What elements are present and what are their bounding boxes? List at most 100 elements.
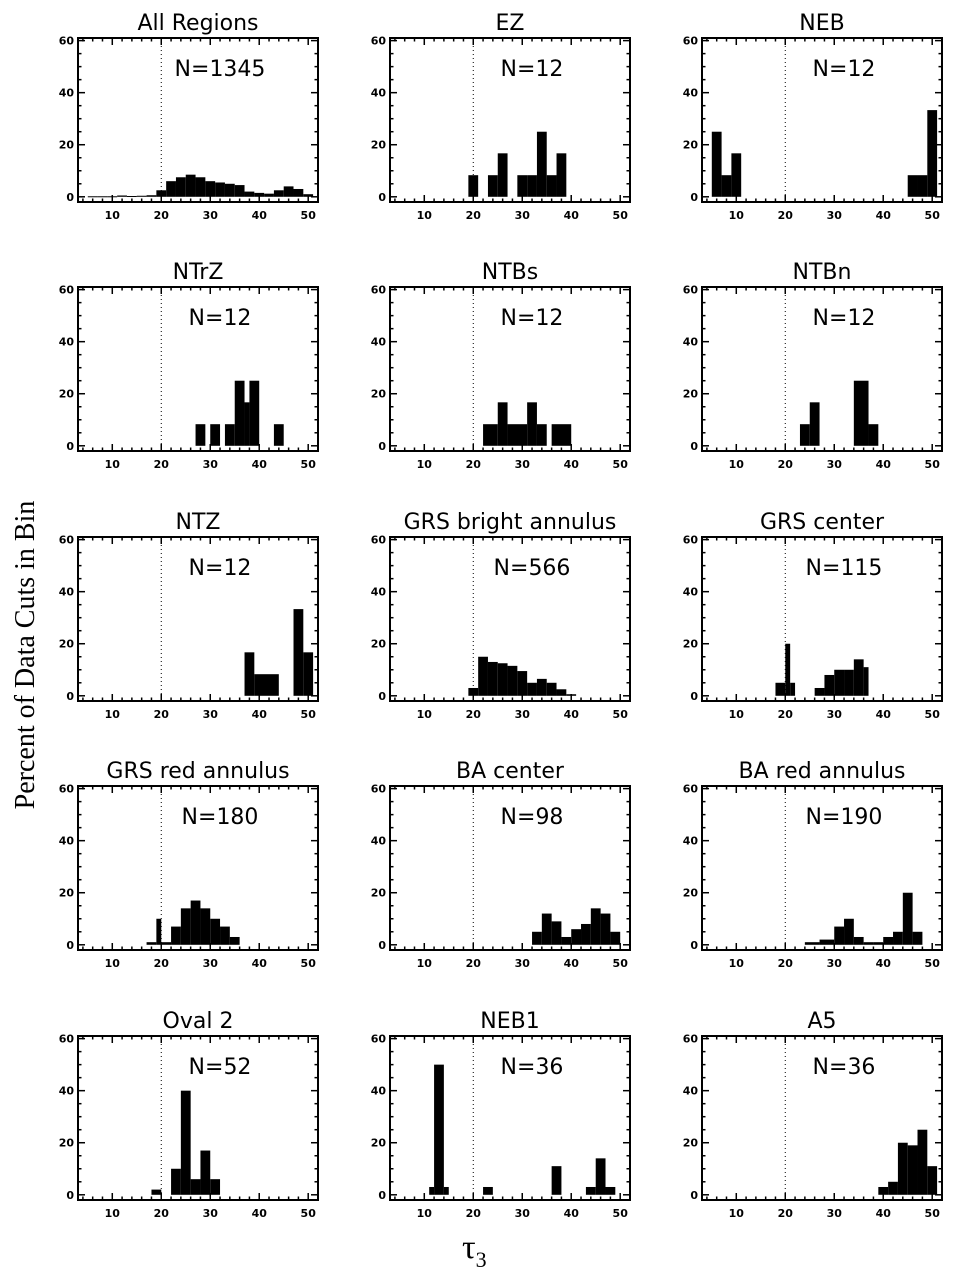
x-tick-label: 10 (417, 708, 433, 721)
y-tick-label: 60 (59, 35, 75, 48)
histogram-bar (731, 153, 742, 197)
histogram-bar (610, 931, 621, 945)
y-tick-label: 20 (371, 388, 387, 401)
x-tick-label: 40 (252, 458, 268, 471)
y-tick-label: 20 (371, 887, 387, 900)
x-tick-label: 20 (466, 458, 482, 471)
y-tick-label: 60 (371, 783, 387, 796)
x-tick-label: 10 (729, 708, 745, 721)
histogram-bar (561, 936, 572, 945)
histogram-bar (897, 1142, 908, 1195)
sample-size-label: N=12 (813, 306, 876, 331)
sample-size-label: N=115 (806, 556, 883, 581)
histogram-panel: BA red annulus 10 20 30 40 50 0 20 40 60 N=190 (683, 759, 943, 970)
histogram-panel: NEB1 10 20 30 40 50 0 20 40 60 N=36 (371, 1009, 631, 1220)
y-tick-label: 0 (66, 191, 74, 204)
histogram-bar (195, 177, 206, 197)
panel-title: NTBn (793, 260, 852, 285)
histogram-bar (497, 402, 508, 446)
histogram-panel: NTrZ 10 20 30 40 50 0 20 40 60 N=12 (59, 260, 319, 471)
histogram-bar (907, 1145, 918, 1195)
histogram-bar (146, 195, 157, 197)
y-tick-label: 0 (690, 690, 698, 703)
histogram-bar (200, 1150, 211, 1195)
plot-frame (701, 1035, 943, 1201)
histogram-bar (844, 669, 854, 696)
panel-title: NEB (799, 11, 844, 36)
histogram-bar (244, 191, 255, 197)
x-tick-label: 30 (515, 1207, 531, 1220)
histogram-bar (249, 380, 260, 446)
y-tick-label: 60 (683, 284, 699, 297)
panel-title: NTrZ (173, 260, 224, 285)
histogram-bar (117, 195, 127, 197)
x-tick-label: 50 (613, 209, 629, 222)
histogram-bar (185, 174, 196, 197)
histogram-bar (151, 1189, 162, 1195)
panel-title: BA center (456, 759, 565, 784)
x-tick-label: 20 (466, 209, 482, 222)
histogram-bar (97, 196, 108, 198)
histogram-bar (210, 424, 221, 446)
x-tick-label: 10 (729, 458, 745, 471)
plot-frame (701, 785, 943, 951)
sample-size-label: N=36 (813, 1055, 876, 1080)
histogram-bar (220, 926, 230, 945)
y-tick-label: 40 (683, 336, 699, 349)
histogram-bar (536, 678, 547, 696)
y-tick-label: 20 (683, 638, 699, 651)
x-tick-label: 30 (515, 708, 531, 721)
x-tick-label: 40 (564, 458, 580, 471)
panel-title: Oval 2 (163, 1009, 234, 1034)
histogram-bar (205, 181, 216, 197)
histogram-bar (215, 182, 225, 197)
histogram-bar (273, 190, 284, 197)
histogram-bar (556, 153, 567, 197)
x-tick-label: 30 (203, 957, 219, 970)
sample-size-label: N=36 (501, 1055, 564, 1080)
y-tick-label: 60 (371, 35, 387, 48)
x-tick-label: 10 (417, 1207, 433, 1220)
histogram-bar (804, 942, 820, 945)
y-tick-label: 40 (59, 835, 75, 848)
histogram-bar (429, 1186, 435, 1195)
histogram-bar (210, 918, 221, 945)
histogram-panel: NTBs 10 20 30 40 50 0 20 40 60 N=12 (371, 260, 631, 471)
x-tick-label: 20 (778, 458, 794, 471)
histogram-panel: GRS red annulus 10 20 30 40 50 0 20 40 60 N=180 (59, 759, 319, 970)
histogram-bar (210, 1179, 221, 1195)
plot-frame (77, 1035, 319, 1201)
sample-size-label: N=12 (813, 57, 876, 82)
x-tick-label: 50 (925, 458, 941, 471)
histogram-bar (166, 181, 176, 197)
x-tick-label: 40 (564, 1207, 580, 1220)
histogram-bar (721, 175, 732, 197)
histogram-bar (551, 424, 572, 446)
y-tick-label: 40 (371, 336, 387, 349)
histogram-bar (532, 931, 542, 945)
histogram-bar (917, 175, 928, 197)
x-tick-label: 30 (203, 458, 219, 471)
histogram-bar (497, 663, 508, 696)
histogram-bar (190, 900, 201, 945)
histogram-bar (917, 1129, 928, 1195)
y-tick-label: 60 (683, 35, 699, 48)
y-tick-label: 0 (690, 191, 698, 204)
y-tick-label: 60 (59, 534, 75, 547)
histogram-bar (136, 195, 147, 197)
histogram-panel: Oval 2 10 20 30 40 50 0 20 40 60 N=52 (59, 1009, 319, 1220)
x-tick-label: 20 (154, 708, 170, 721)
y-tick-label: 20 (683, 388, 699, 401)
histogram-bar (200, 908, 211, 945)
histogram-bar (478, 656, 488, 696)
y-tick-label: 40 (683, 1085, 699, 1098)
y-tick-label: 20 (59, 388, 75, 401)
y-tick-label: 60 (59, 1033, 75, 1046)
histogram-panel: All Regions 10 20 30 40 50 0 20 40 60 N=1345 (59, 11, 319, 222)
panel-title: NTZ (176, 510, 221, 535)
histogram-bar (487, 175, 498, 197)
histogram-bar (180, 908, 191, 945)
histogram-bar (790, 682, 796, 696)
panel-title: GRS red annulus (106, 759, 289, 784)
